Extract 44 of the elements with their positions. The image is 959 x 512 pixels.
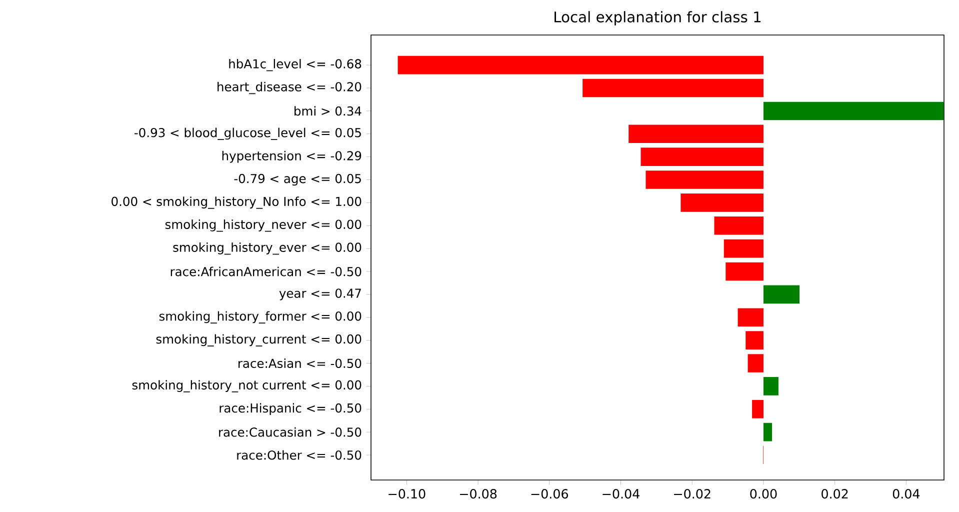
bar xyxy=(628,124,764,144)
bar xyxy=(726,262,764,281)
bar xyxy=(763,377,778,396)
y-tick-label: race:AfricanAmerican <= -0.50 xyxy=(170,266,362,276)
x-tick-label: 0.04 xyxy=(892,489,920,499)
bar xyxy=(763,422,772,442)
x-tick-label: −0.10 xyxy=(388,489,426,499)
bar xyxy=(763,285,800,304)
y-tick-label: hypertension <= -0.29 xyxy=(222,150,362,163)
bar xyxy=(763,102,944,120)
y-tick-label: smoking_history_current <= 0.00 xyxy=(156,334,362,346)
y-tick-label: heart_disease <= -0.20 xyxy=(218,82,362,94)
y-tick-label: race:Hispanic <= -0.50 xyxy=(220,403,362,416)
bar xyxy=(714,216,764,235)
y-tick-label: smoking_history_not current <= 0.00 xyxy=(132,380,362,392)
bar xyxy=(582,78,764,98)
y-tick-label: race:Other <= -0.50 xyxy=(237,450,362,460)
x-tick-label: −0.02 xyxy=(674,489,710,499)
bar xyxy=(724,239,764,258)
chart-title: Local explanation for class 1 xyxy=(554,11,761,26)
y-tick-label: bmi > 0.34 xyxy=(294,106,362,116)
y-tick-label: smoking_history_former <= 0.00 xyxy=(159,311,362,324)
y-tick-label: -0.93 < blood_glucose_level <= 0.05 xyxy=(134,128,361,140)
y-tick-label: hbA1c_level <= -0.68 xyxy=(229,58,362,72)
y-tick-label: year <= 0.47 xyxy=(279,288,361,300)
bar xyxy=(640,148,764,166)
x-tick-label: −0.08 xyxy=(460,489,497,499)
y-tick-label: -0.79 < age <= 0.05 xyxy=(234,174,361,186)
bar xyxy=(746,331,764,350)
y-tick-label: race:Caucasian > -0.50 xyxy=(219,427,362,437)
bar xyxy=(646,170,764,189)
x-tick-label: 0.02 xyxy=(822,489,848,499)
y-tick-label: 0.00 < smoking_history_No Info <= 1.00 xyxy=(112,196,362,209)
bar xyxy=(738,308,764,327)
x-tick-label: −0.06 xyxy=(531,489,568,499)
bar xyxy=(680,194,764,212)
bar xyxy=(752,400,764,418)
bar xyxy=(748,354,764,372)
x-tick-label: −0.04 xyxy=(602,489,640,499)
y-tick-label: smoking_history_never <= 0.00 xyxy=(165,220,362,232)
y-tick-label: race:Asian <= -0.50 xyxy=(238,358,362,368)
y-tick-label: smoking_history_ever <= 0.00 xyxy=(173,242,362,255)
x-tick-label: 0.00 xyxy=(750,489,777,499)
bar xyxy=(398,56,764,74)
